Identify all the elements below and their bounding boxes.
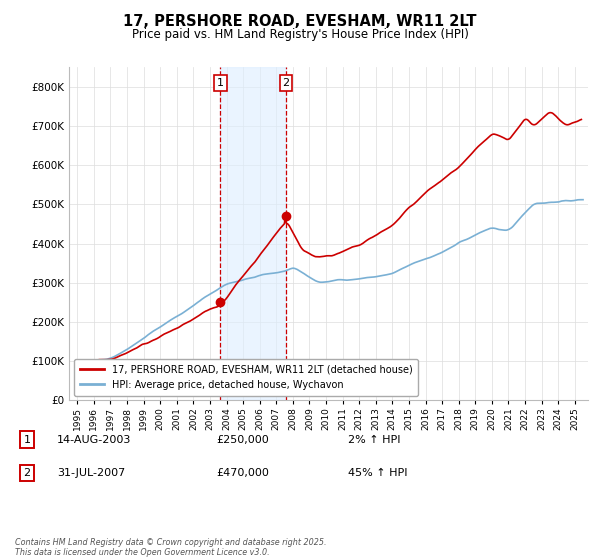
Text: £250,000: £250,000 bbox=[216, 435, 269, 445]
Text: 2: 2 bbox=[283, 78, 289, 88]
Text: 14-AUG-2003: 14-AUG-2003 bbox=[57, 435, 131, 445]
Text: Price paid vs. HM Land Registry's House Price Index (HPI): Price paid vs. HM Land Registry's House … bbox=[131, 28, 469, 41]
Text: 17, PERSHORE ROAD, EVESHAM, WR11 2LT: 17, PERSHORE ROAD, EVESHAM, WR11 2LT bbox=[123, 14, 477, 29]
Text: £470,000: £470,000 bbox=[216, 468, 269, 478]
Text: 2% ↑ HPI: 2% ↑ HPI bbox=[348, 435, 401, 445]
Legend: 17, PERSHORE ROAD, EVESHAM, WR11 2LT (detached house), HPI: Average price, detac: 17, PERSHORE ROAD, EVESHAM, WR11 2LT (de… bbox=[74, 359, 418, 395]
Text: 1: 1 bbox=[23, 435, 31, 445]
Text: Contains HM Land Registry data © Crown copyright and database right 2025.
This d: Contains HM Land Registry data © Crown c… bbox=[15, 538, 326, 557]
Bar bbox=[220, 67, 286, 400]
Text: 31-JUL-2007: 31-JUL-2007 bbox=[57, 468, 125, 478]
Text: 45% ↑ HPI: 45% ↑ HPI bbox=[348, 468, 407, 478]
Text: 2: 2 bbox=[23, 468, 31, 478]
Text: 1: 1 bbox=[217, 78, 224, 88]
